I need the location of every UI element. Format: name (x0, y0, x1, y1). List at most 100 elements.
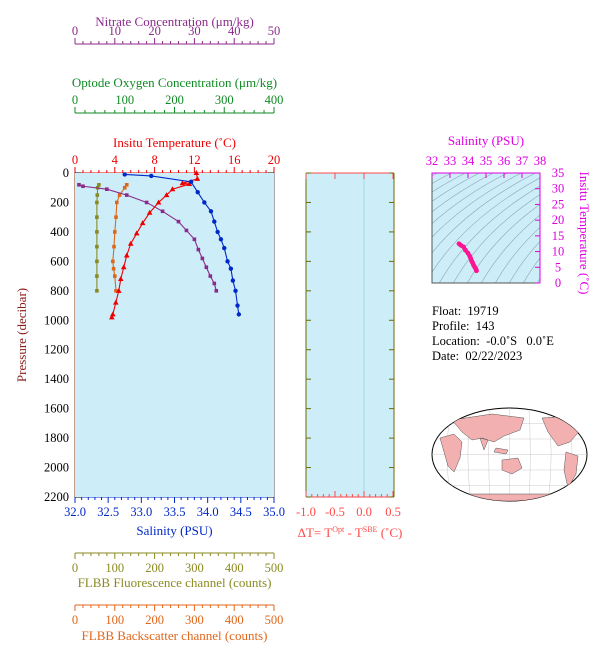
salinity-point (225, 259, 230, 264)
temperature-point (193, 170, 200, 175)
salinity-point (228, 266, 234, 271)
ts-density-line (432, 173, 467, 193)
salinity-series (122, 172, 242, 317)
salinity-axis-tick-label: 34.0 (197, 505, 219, 519)
ts-x-tick-label: 35 (480, 154, 493, 168)
location-text: Location: -0.0˚S 0.0˚E (432, 334, 554, 348)
backscatter-axis-tick-label: 300 (185, 613, 204, 627)
dt-tick-label: -1.0 (296, 505, 316, 519)
temperature-point (115, 287, 122, 293)
map-landmass (451, 493, 568, 501)
nitrate-point (204, 265, 209, 270)
temperature-axis-tick-label: 4 (112, 153, 119, 167)
ts-density-line (453, 194, 540, 283)
salinity-axis-tick-label: 33.0 (130, 505, 152, 519)
pressure-tick-label: 1600 (44, 402, 69, 416)
backscatter-axis-tick-label: 500 (265, 613, 284, 627)
fluorescence-axis-title: FLBB Fluorescence channel (counts) (78, 575, 272, 590)
ts-x-tick-label: 37 (516, 154, 529, 168)
temperature-point (133, 230, 140, 236)
salinity-axis-title: Salinity (PSU) (136, 523, 212, 538)
ts-density-line (602, 163, 609, 293)
salinity-point (236, 312, 242, 317)
temperature-point (109, 314, 115, 320)
pressure-tick-label: 800 (50, 284, 69, 298)
salinity-point (202, 200, 207, 205)
nitrate-point (105, 187, 109, 191)
ts-y-tick-label: 0 (555, 276, 561, 290)
date-text: Date: 02/22/2023 (432, 349, 523, 363)
nitrate-point (196, 247, 201, 252)
nitrate-axis-tick-label: 10 (109, 24, 122, 38)
ts-y-title: Insitu Temperature (˚C) (577, 171, 592, 294)
backscatter-point (113, 230, 117, 234)
fluorescence-point (95, 259, 99, 264)
ts-y-tick-label: 25 (552, 197, 565, 211)
salinity-point (230, 278, 236, 283)
backscatter-point (111, 259, 115, 264)
backscatter-series (111, 182, 129, 293)
ts-x-tick-label: 34 (462, 154, 475, 168)
ts-density-line (439, 185, 540, 283)
backscatter-axis-title: FLBB Backscatter channel (counts) (82, 628, 268, 643)
temperature-axis-tick-label: 0 (72, 153, 78, 167)
salinity-point (233, 288, 238, 294)
temperature-point (120, 264, 127, 270)
oxygen-axis-tick-label: 100 (115, 93, 134, 107)
salinity-axis: 32.0 32.5 33.0 33.5 34.0 34.5 35.0 Salinity (PS… (64, 496, 285, 538)
dt-title-part: ΔT= T (298, 525, 333, 540)
map-landmass (501, 457, 523, 475)
map-landmass (493, 447, 509, 455)
temperature-point (186, 181, 193, 187)
salinity-axis-tick-label: 32.5 (97, 505, 119, 519)
temperature-axis-tick-label: 12 (188, 153, 201, 167)
ts-density-line (509, 240, 540, 283)
ts-density-line (495, 226, 540, 283)
ts-density-contours (432, 163, 609, 293)
map-landmass (563, 451, 579, 489)
salinity-point (195, 189, 200, 195)
salinity-axis-tick-label: 33.5 (164, 505, 186, 519)
main-profile-plot (75, 170, 274, 497)
ts-density-line (467, 203, 540, 283)
oxygen-axis-title: Optode Oxygen Concentration (μm/kg) (72, 75, 277, 90)
map-meridian (528, 408, 531, 501)
fluorescence-point (97, 182, 101, 187)
temperature-point (179, 180, 186, 186)
temperature-axis-tick-label: 8 (151, 153, 157, 167)
nitrate-point (160, 209, 165, 214)
backscatter-point (122, 185, 127, 190)
nitrate-point (184, 228, 189, 233)
nitrate-axis-tick-label: 0 (72, 24, 78, 38)
dt-title-sup: SBE (363, 525, 378, 534)
nitrate-point (176, 219, 181, 224)
fluorescence-line (96, 184, 100, 291)
fluorescence-axis-tick-label: 300 (185, 561, 204, 575)
nitrate-point (212, 281, 217, 286)
oxygen-axis-tick-label: 200 (165, 93, 184, 107)
ts-density-line (432, 173, 509, 225)
nitrate-axis: 0 10 20 30 40 50 Nitrate Concentration (μm/kg) (72, 14, 280, 45)
main-plot-background (75, 173, 274, 497)
float-id: Float: 19719 (432, 304, 499, 318)
backscatter-axis-tick-label: 0 (72, 613, 78, 627)
salinity-point (122, 172, 127, 177)
backscatter-axis-tick-label: 100 (105, 613, 124, 627)
delta-t-panel: -1.0 -0.5 0.0 0.5 ΔT= TOpt - TSBE (˚C) (296, 172, 402, 540)
oxygen-axis-tick-label: 400 (265, 93, 284, 107)
nitrate-point (208, 274, 213, 278)
pressure-tick-label: 400 (50, 225, 69, 239)
pressure-tick-label: 2000 (44, 461, 69, 475)
ts-density-line (432, 173, 481, 202)
salinity-axis-tick-label: 35.0 (263, 505, 285, 519)
backscatter-point (117, 193, 122, 197)
pressure-tick-label: 2200 (44, 490, 69, 504)
temperature-point (139, 220, 146, 226)
dt-tick-label: 0.0 (356, 505, 372, 519)
pressure-tick-label: 1200 (44, 343, 69, 357)
temperature-axis: 0 4 8 12 16 20 Insitu Temperature (˚C) (72, 135, 280, 174)
